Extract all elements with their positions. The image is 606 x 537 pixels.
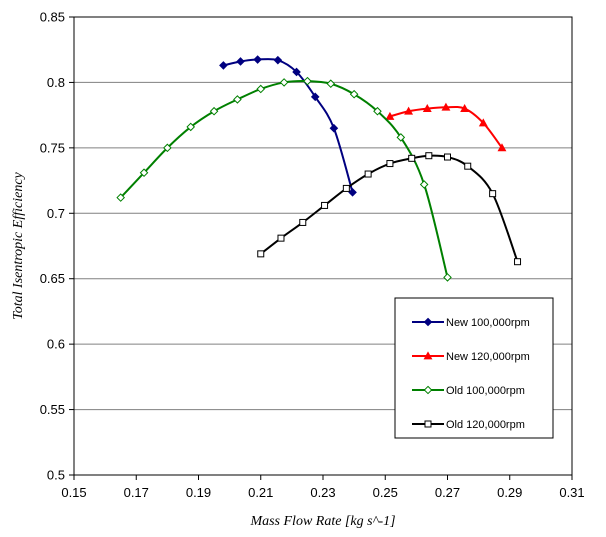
legend-item: New 100,000rpm — [412, 317, 530, 329]
data-point — [460, 103, 470, 112]
data-point — [321, 201, 329, 209]
data-point — [116, 193, 125, 202]
data-point — [342, 184, 350, 192]
x-tick-label: 0.19 — [186, 485, 211, 500]
data-point — [444, 153, 451, 161]
data-point — [253, 55, 262, 64]
legend-marker — [423, 351, 433, 360]
legend-marker — [424, 420, 432, 428]
series-2 — [385, 102, 507, 152]
data-point — [292, 67, 301, 77]
x-tick-label: 0.21 — [248, 485, 273, 500]
data-point — [373, 106, 382, 116]
x-tick-label: 0.29 — [497, 485, 522, 500]
data-point — [277, 234, 285, 242]
data-point — [514, 258, 522, 266]
data-point — [139, 168, 149, 178]
data-point — [348, 188, 357, 197]
data-point — [219, 61, 228, 70]
y-tick-label: 0.6 — [47, 337, 65, 352]
series-1 — [219, 55, 357, 197]
data-point — [385, 111, 395, 120]
data-point — [497, 143, 507, 152]
data-point — [349, 89, 359, 99]
data-point — [422, 103, 432, 112]
y-axis: 0.5 0.55 0.6 0.65 0.7 0.75 0.8 0.85 — [40, 10, 74, 483]
data-point — [404, 106, 414, 115]
x-tick-label: 0.27 — [435, 485, 460, 500]
data-point — [303, 76, 312, 86]
y-tick-label: 0.7 — [47, 206, 65, 221]
x-tick-label: 0.15 — [61, 485, 86, 500]
data-point — [236, 57, 245, 66]
legend-marker — [423, 317, 433, 327]
y-tick-label: 0.75 — [40, 140, 65, 155]
series-4 — [257, 152, 522, 266]
x-tick-label: 0.17 — [124, 485, 149, 500]
data-point — [443, 273, 452, 282]
legend-label: Old 120,000rpm — [446, 419, 525, 431]
series-3 — [116, 76, 452, 282]
data-point — [386, 160, 394, 168]
series-layer — [116, 55, 522, 282]
data-point — [310, 92, 320, 102]
x-axis: 0.15 0.17 0.19 0.21 0.23 0.25 0.27 0.29 0.31 — [61, 475, 585, 500]
data-point — [209, 106, 219, 116]
legend-label: New 100,000rpm — [446, 317, 530, 329]
legend: New 100,000rpm New 120,000rpm Old 100,000r… — [394, 297, 554, 439]
data-point — [419, 180, 429, 189]
data-point — [364, 170, 372, 178]
data-point — [273, 55, 283, 65]
data-point — [186, 122, 196, 132]
data-point — [396, 133, 406, 142]
legend-label: Old 100,000rpm — [446, 385, 525, 397]
data-point — [233, 95, 242, 104]
x-tick-label: 0.23 — [310, 485, 335, 500]
data-point — [329, 123, 339, 133]
legend-marker — [423, 385, 433, 395]
legend-item: Old 120,000rpm — [412, 419, 525, 431]
data-point — [478, 118, 488, 127]
data-point — [279, 78, 289, 87]
x-axis-title: Mass Flow Rate [kg s^-1] — [249, 514, 395, 529]
y-tick-label: 0.5 — [47, 468, 65, 483]
data-point — [299, 218, 307, 226]
legend-item: Old 100,000rpm — [412, 385, 525, 397]
y-tick-label: 0.55 — [40, 402, 65, 417]
data-point — [257, 250, 265, 258]
data-point — [256, 84, 266, 94]
y-tick-label: 0.65 — [40, 271, 65, 286]
data-point — [441, 102, 451, 111]
y-tick-label: 0.85 — [40, 10, 65, 25]
y-axis-title: Total Isentropic Efficiency — [11, 171, 26, 319]
data-point — [163, 143, 172, 153]
y-tick-label: 0.8 — [47, 75, 65, 90]
data-point — [489, 190, 497, 198]
legend-item: New 120,000rpm — [412, 351, 530, 363]
legend-label: New 120,000rpm — [446, 351, 530, 363]
data-point — [425, 152, 433, 160]
x-tick-label: 0.25 — [373, 485, 398, 500]
data-point — [408, 154, 416, 162]
data-point — [326, 79, 336, 89]
data-point — [464, 162, 472, 170]
x-tick-label: 0.31 — [559, 485, 584, 500]
